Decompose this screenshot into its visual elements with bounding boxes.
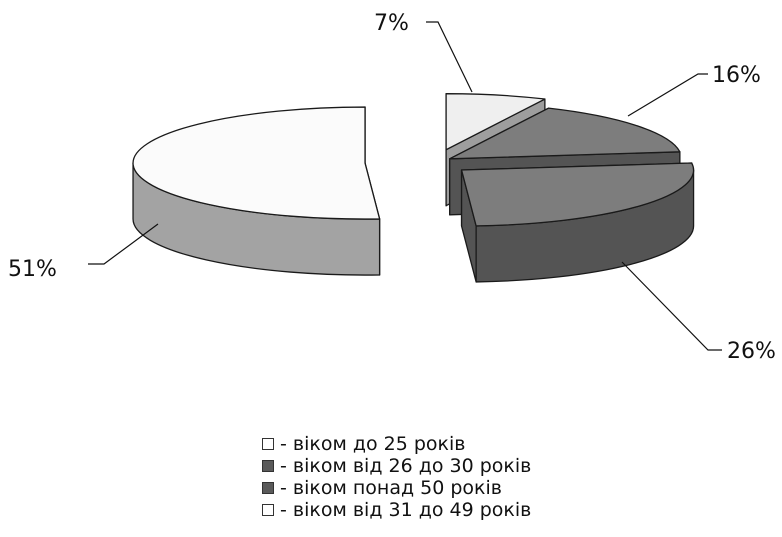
leader-line [621,261,722,351]
slice-label-3: 51% [8,257,57,282]
leader-line [88,223,159,265]
legend-label: - віком до 25 років [280,433,466,455]
pie-slice [460,162,695,283]
leader-lines [88,21,722,351]
legend-item: - віком до 25 років [262,433,531,455]
legend-label: - віком від 26 до 30 років [280,455,532,477]
slice-label-1: 16% [712,63,761,88]
slice-label-2: 26% [727,339,776,364]
slice-top [449,107,681,160]
leader-line [426,21,473,93]
legend-swatch [262,460,274,472]
pie-slice [132,106,381,276]
legend-swatch [262,438,274,450]
legend-label: - віком від 31 до 49 років [280,499,532,521]
slice-top [132,106,381,220]
leader-line [627,73,708,117]
legend: - віком до 25 років - віком від 26 до 30… [262,433,531,521]
legend-label: - віком понад 50 років [280,477,502,499]
slice-top [460,162,695,227]
pie-slices [132,93,695,283]
slice-top [445,93,546,151]
slice-label-0: 7% [374,11,409,36]
legend-swatch [262,504,274,516]
legend-swatch [262,482,274,494]
legend-item: - віком від 31 до 49 років [262,499,531,521]
legend-item: - віком понад 50 років [262,477,531,499]
legend-item: - віком від 26 до 30 років [262,455,531,477]
